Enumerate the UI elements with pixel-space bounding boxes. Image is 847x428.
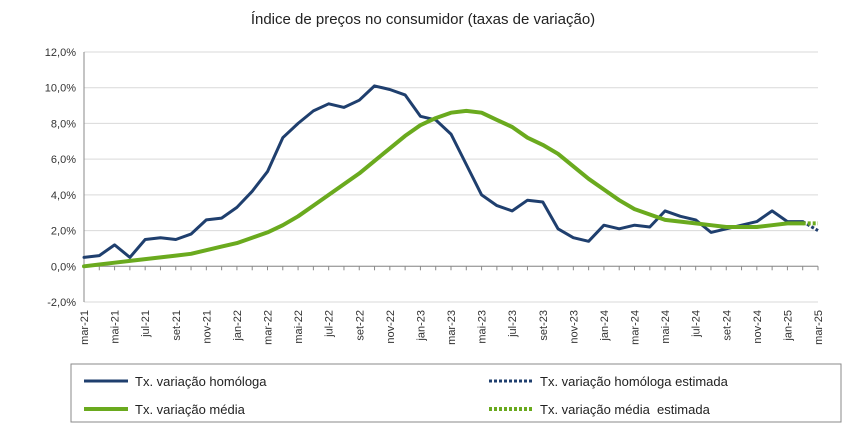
x-tick-label: nov-21 [201, 310, 213, 344]
series-group [82, 84, 819, 269]
x-tick-label: mai-21 [110, 310, 122, 344]
x-tick-label: set-21 [171, 310, 183, 341]
x-tick-label: jan-25 [782, 310, 794, 342]
legend-label-media: Tx. variação média [135, 402, 246, 417]
y-tick-label: -2,0% [47, 297, 76, 309]
y-axis: -2,0% 0,0% 2,0% 4,0% 6,0% 8,0% 10,0% 12,0% [45, 47, 85, 309]
x-tick-label: jul-21 [140, 310, 152, 338]
x-tick-label: mar-21 [79, 310, 91, 345]
x-tick-label: set-22 [354, 310, 366, 341]
x-tick-label: set-24 [721, 310, 733, 341]
x-tick-label: mar-24 [630, 310, 642, 345]
y-tick-label: 6,0% [51, 154, 76, 166]
x-tick-label: jul-24 [691, 310, 703, 338]
x-tick-label: jul-23 [507, 310, 519, 338]
x-tick-label: mar-22 [263, 310, 275, 345]
series-line [82, 108, 805, 269]
y-tick-label: 12,0% [45, 47, 76, 59]
x-tick-label: jan-22 [232, 310, 244, 342]
series-line [82, 84, 805, 259]
x-tick-label: set-23 [538, 310, 550, 341]
x-tick-label: nov-24 [752, 310, 764, 344]
y-tick-label: 4,0% [51, 190, 76, 202]
legend: Tx. variação homóloga Tx. variação homól… [70, 363, 842, 423]
x-tick-label: mai-22 [293, 310, 305, 344]
legend-label-homologa-estimada: Tx. variação homóloga estimada [540, 374, 729, 389]
x-tick-label: nov-23 [568, 310, 580, 344]
chart-title: Índice de preços no consumidor (taxas de… [251, 11, 595, 28]
legend-label-homologa: Tx. variação homóloga [135, 374, 267, 389]
y-tick-label: 2,0% [51, 226, 76, 238]
legend-box [70, 363, 842, 423]
x-tick-label: jul-22 [324, 310, 336, 338]
x-tick-label: nov-22 [385, 310, 397, 344]
x-tick-label: mai-23 [477, 310, 489, 344]
x-tick-label: mar-23 [446, 310, 458, 345]
x-axis: mar-21 mai-21 jul-21 set-21 nov-21 jan-22 mar-… [79, 265, 825, 345]
x-tick-label: mai-24 [660, 310, 672, 344]
y-tick-label: 8,0% [51, 118, 76, 130]
x-tick-label: mar-25 [813, 310, 825, 345]
grid-lines [84, 51, 818, 303]
legend-label-media-estimada: Tx. variação média estimada [540, 402, 711, 417]
y-tick-label: 0,0% [51, 261, 76, 273]
x-tick-label: jan-23 [415, 310, 427, 342]
y-tick-label: 10,0% [45, 83, 76, 95]
x-tick-label: jan-24 [599, 310, 611, 342]
